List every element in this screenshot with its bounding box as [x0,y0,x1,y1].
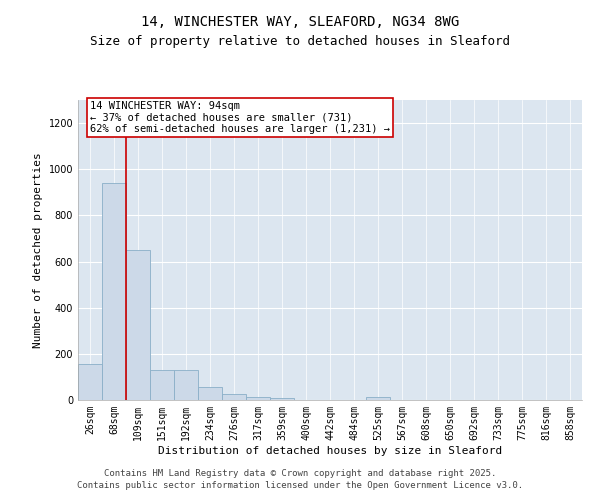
Bar [366,396,390,400]
Text: Contains HM Land Registry data © Crown copyright and database right 2025.: Contains HM Land Registry data © Crown c… [104,468,496,477]
Bar [198,386,222,400]
Y-axis label: Number of detached properties: Number of detached properties [33,152,43,348]
Bar [102,183,126,400]
Bar [246,396,270,400]
Bar [150,370,174,400]
Text: 14, WINCHESTER WAY, SLEAFORD, NG34 8WG: 14, WINCHESTER WAY, SLEAFORD, NG34 8WG [141,15,459,29]
Bar [126,250,150,400]
Text: 14 WINCHESTER WAY: 94sqm
← 37% of detached houses are smaller (731)
62% of semi-: 14 WINCHESTER WAY: 94sqm ← 37% of detach… [90,101,390,134]
Bar [78,364,102,400]
Text: Size of property relative to detached houses in Sleaford: Size of property relative to detached ho… [90,35,510,48]
Text: Contains public sector information licensed under the Open Government Licence v3: Contains public sector information licen… [77,481,523,490]
Bar [270,398,294,400]
X-axis label: Distribution of detached houses by size in Sleaford: Distribution of detached houses by size … [158,446,502,456]
Bar [174,370,198,400]
Bar [222,394,246,400]
